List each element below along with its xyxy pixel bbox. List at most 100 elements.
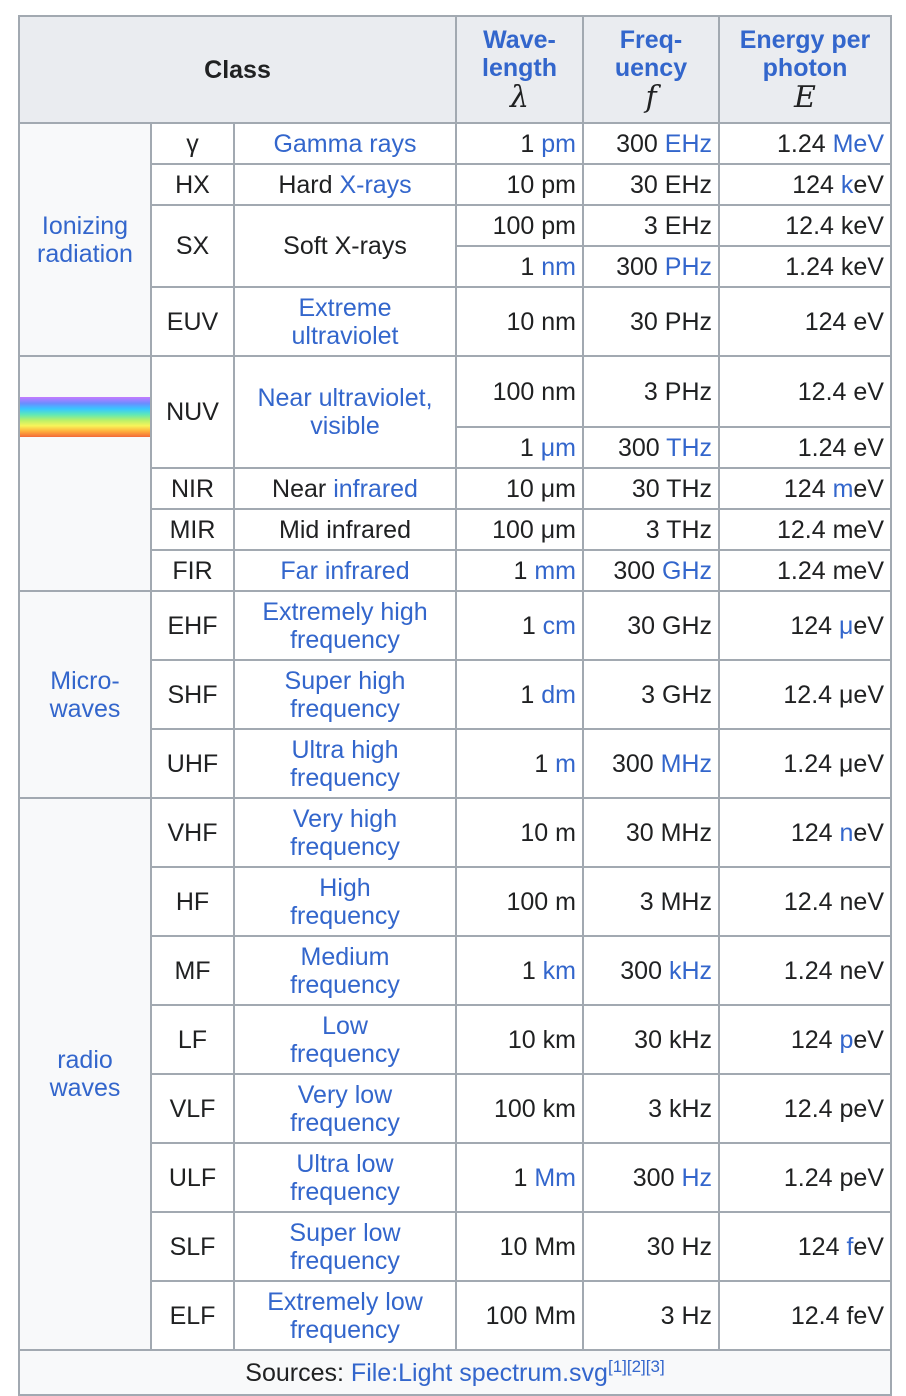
table-row: Ionizing radiation γ Gamma rays 1 pm 300… [18, 122, 892, 357]
row-abbr: FIR [150, 549, 235, 592]
wavelength-unit-link[interactable]: μm [540, 433, 576, 462]
wavelength-unit-link[interactable]: pm [541, 129, 576, 158]
wavelength-unit-link[interactable]: mm [534, 556, 576, 585]
energy-value: 1.24 [783, 1163, 833, 1192]
energy-unit: eV [853, 377, 884, 406]
row-abbr: ULF [150, 1142, 235, 1213]
row-name-link[interactable]: Very low frequency [290, 1080, 400, 1137]
energy-prefix-link[interactable]: n [839, 818, 854, 847]
group-microwaves-label[interactable]: Micro- waves [49, 666, 121, 723]
energy-unit-rest: eV [853, 474, 884, 503]
row-name-link[interactable]: Near ultraviolet, [257, 384, 433, 412]
row-name-link[interactable]: Far infrared [280, 556, 410, 585]
sources-label: Sources: [245, 1358, 344, 1387]
frequency-header[interactable]: Freq- uency f [582, 15, 720, 124]
wavelength-header[interactable]: Wave- length λ [455, 15, 584, 124]
row-name-link[interactable]: Low frequency [290, 1011, 400, 1068]
group-ionizing-label[interactable]: Ionizing radiation [37, 211, 133, 268]
energy-unit-rest: eV [853, 611, 884, 640]
row-name-link[interactable]: Medium frequency [290, 942, 400, 999]
row-name-link[interactable]: Ultra low frequency [290, 1149, 400, 1206]
energy-prefix-link[interactable]: f [846, 1232, 854, 1261]
table-row: UHF Ultra high frequency 1 m 300 MHz 1.2… [19, 728, 892, 799]
wavelength-value: 100 [492, 211, 535, 240]
row-name-link[interactable]: X-rays [339, 170, 412, 199]
wavelength-header-label[interactable]: Wave- length [482, 25, 557, 82]
energy-unit-link[interactable]: MeV [832, 129, 884, 158]
row-name-link[interactable]: Extremely high frequency [262, 597, 428, 654]
frequency-unit-link[interactable]: kHz [668, 956, 712, 985]
row-name-link[interactable]: Ultra high frequency [290, 735, 400, 792]
frequency-unit: GHz [662, 680, 712, 709]
frequency-unit-link[interactable]: EHz [664, 129, 712, 158]
wavelength-unit-link[interactable]: km [542, 956, 576, 985]
energy-header-label[interactable]: Energy per photon [739, 25, 871, 82]
wavelength-unit-link[interactable]: dm [541, 680, 576, 709]
energy-unit-rest: eV [853, 1232, 884, 1261]
frequency-value: 300 [611, 749, 654, 778]
table-row: SHF Super high frequency 1 dm 3 GHz 12.4… [19, 659, 892, 730]
wavelength-value: 10 [507, 1025, 536, 1054]
energy-value: 12.4 [785, 211, 834, 240]
row-name-link[interactable]: Super high frequency [284, 666, 406, 723]
group-radio-waves[interactable]: radio waves [18, 797, 152, 1351]
class-header: Class [18, 15, 457, 124]
row-name-link[interactable]: Super low frequency [289, 1218, 401, 1275]
group-radio-label[interactable]: radio waves [49, 1046, 121, 1102]
frequency-header-label[interactable]: Freq- uency [614, 25, 688, 82]
frequency-unit-link[interactable]: GHz [662, 556, 712, 585]
wavelength-unit-link[interactable]: cm [542, 611, 576, 640]
energy-prefix-link[interactable]: μ [839, 611, 854, 640]
row-abbr: SHF [150, 659, 235, 730]
ref-link-1[interactable]: [1] [607, 1356, 627, 1376]
sources-row: Sources: File:Light spectrum.svg[1][2][3… [18, 1349, 892, 1396]
ref-link-3[interactable]: [3] [645, 1356, 665, 1376]
wavelength-value: 100 [494, 1094, 536, 1123]
group-microwaves[interactable]: Micro- waves [18, 590, 152, 799]
wavelength-unit: m [555, 818, 576, 847]
energy-prefix-link[interactable]: p [839, 1025, 854, 1054]
wavelength-unit-link[interactable]: Mm [534, 1163, 576, 1192]
energy-prefix-link[interactable]: m [832, 474, 854, 503]
frequency-unit-link[interactable]: PHz [664, 252, 712, 281]
energy-value: 1.24 [776, 556, 826, 585]
frequency-value: 3 [643, 377, 658, 406]
row-name-link[interactable]: Very high frequency [290, 804, 400, 861]
wavelength-value: 100 [492, 377, 535, 406]
row-name: Near infrared [233, 467, 457, 510]
wavelength-cell: 100 m [455, 866, 584, 937]
visible-spectrum-swatch[interactable] [20, 397, 150, 437]
energy-cell: 1.24 meV [718, 549, 892, 592]
table-row: 1 nm 300 PHz 1.24 keV [19, 245, 892, 288]
wavelength-unit-link[interactable]: m [555, 749, 576, 778]
row-name-link-visible[interactable]: visible [310, 412, 380, 440]
row-name-link[interactable]: Gamma rays [273, 129, 417, 158]
frequency-unit-link[interactable]: Hz [681, 1163, 712, 1192]
energy-cell: 12.4 peV [718, 1073, 892, 1144]
energy-value: 1.24 [797, 433, 847, 462]
header-row: Class Wave- length λ Freq- uency f Energ… [18, 15, 892, 124]
ref-link-2[interactable]: [2] [626, 1356, 646, 1376]
energy-cell: 1.24 neV [718, 935, 892, 1006]
row-name-link[interactable]: Extreme ultraviolet [291, 293, 399, 350]
row-name-link[interactable]: High frequency [290, 873, 400, 930]
wavelength-unit: m [555, 887, 576, 916]
wavelength-unit-link[interactable]: nm [541, 252, 576, 281]
group-ionizing-radiation[interactable]: Ionizing radiation [18, 122, 152, 357]
energy-value: 124 [783, 474, 826, 503]
sources-file-link[interactable]: File:Light spectrum.svg [350, 1358, 608, 1387]
wavelength-value: 1 [534, 749, 549, 778]
energy-value: 12.4 [783, 680, 833, 709]
energy-prefix-link[interactable]: k [840, 170, 854, 199]
frequency-unit-link[interactable]: THz [666, 433, 712, 462]
row-name-link[interactable]: Extremely low frequency [267, 1287, 423, 1344]
frequency-unit-link[interactable]: MHz [660, 749, 712, 778]
row-name: Far infrared [233, 549, 457, 592]
wavelength-value: 10 [506, 307, 535, 336]
frequency-value: 30 [625, 818, 654, 847]
energy-header[interactable]: Energy per photon E [718, 15, 892, 124]
energy-unit: eV [853, 433, 884, 462]
frequency-cell: 300 kHz [582, 935, 720, 1006]
frequency-unit: EHz [664, 170, 712, 199]
row-name-link[interactable]: infrared [333, 474, 418, 503]
